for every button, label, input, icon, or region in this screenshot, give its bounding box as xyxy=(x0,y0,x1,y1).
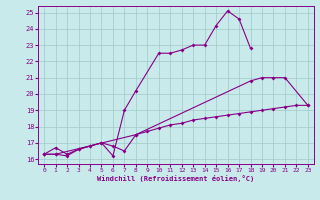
X-axis label: Windchill (Refroidissement éolien,°C): Windchill (Refroidissement éolien,°C) xyxy=(97,175,255,182)
